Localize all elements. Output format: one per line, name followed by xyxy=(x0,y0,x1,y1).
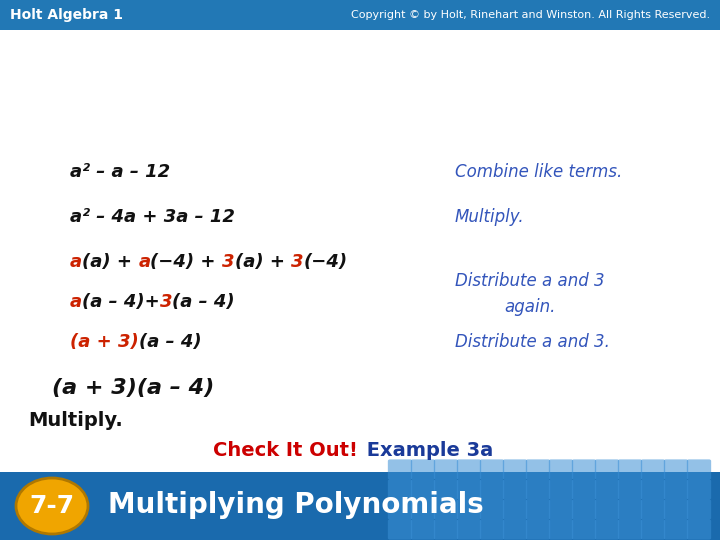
FancyBboxPatch shape xyxy=(434,519,458,539)
FancyBboxPatch shape xyxy=(595,500,619,519)
FancyBboxPatch shape xyxy=(641,480,665,500)
Text: Check It Out!: Check It Out! xyxy=(213,441,358,460)
FancyBboxPatch shape xyxy=(388,519,412,539)
FancyBboxPatch shape xyxy=(687,500,711,519)
FancyBboxPatch shape xyxy=(595,480,619,500)
FancyBboxPatch shape xyxy=(618,480,642,500)
Bar xyxy=(0,0,720,30)
Text: Multiplying Polynomials: Multiplying Polynomials xyxy=(108,491,484,519)
FancyBboxPatch shape xyxy=(572,500,596,519)
FancyBboxPatch shape xyxy=(456,519,481,539)
FancyBboxPatch shape xyxy=(526,480,550,500)
FancyBboxPatch shape xyxy=(480,519,504,539)
FancyBboxPatch shape xyxy=(456,500,481,519)
Text: (a) +: (a) + xyxy=(82,253,138,271)
Text: a: a xyxy=(70,253,82,271)
Text: Multiply.: Multiply. xyxy=(455,208,525,226)
FancyBboxPatch shape xyxy=(641,519,665,539)
FancyBboxPatch shape xyxy=(480,460,504,480)
Text: Example 3a: Example 3a xyxy=(360,441,493,460)
Text: Distribute a and 3.: Distribute a and 3. xyxy=(455,333,610,351)
FancyBboxPatch shape xyxy=(434,480,458,500)
Text: 3: 3 xyxy=(160,293,172,311)
Text: (a + 3): (a + 3) xyxy=(70,333,139,351)
Text: Copyright © by Holt, Rinehart and Winston. All Rights Reserved.: Copyright © by Holt, Rinehart and Winsto… xyxy=(351,10,710,20)
FancyBboxPatch shape xyxy=(641,460,665,480)
FancyBboxPatch shape xyxy=(549,480,573,500)
Text: (−4) +: (−4) + xyxy=(150,253,222,271)
Text: (a – 4): (a – 4) xyxy=(172,293,235,311)
Text: 3: 3 xyxy=(291,253,304,271)
FancyBboxPatch shape xyxy=(411,519,435,539)
FancyBboxPatch shape xyxy=(572,460,596,480)
Text: (−4): (−4) xyxy=(304,253,348,271)
FancyBboxPatch shape xyxy=(549,519,573,539)
FancyBboxPatch shape xyxy=(411,500,435,519)
FancyBboxPatch shape xyxy=(572,519,596,539)
FancyBboxPatch shape xyxy=(388,500,412,519)
FancyBboxPatch shape xyxy=(503,460,527,480)
Text: a² – 4a + 3a – 12: a² – 4a + 3a – 12 xyxy=(70,208,235,226)
FancyBboxPatch shape xyxy=(411,480,435,500)
Ellipse shape xyxy=(16,478,88,534)
Text: 7-7: 7-7 xyxy=(30,494,75,518)
FancyBboxPatch shape xyxy=(434,500,458,519)
FancyBboxPatch shape xyxy=(411,460,435,480)
Text: (a + 3)(a – 4): (a + 3)(a – 4) xyxy=(52,378,215,398)
Text: Holt Algebra 1: Holt Algebra 1 xyxy=(10,8,123,22)
FancyBboxPatch shape xyxy=(480,480,504,500)
FancyBboxPatch shape xyxy=(664,500,688,519)
FancyBboxPatch shape xyxy=(618,519,642,539)
FancyBboxPatch shape xyxy=(595,460,619,480)
FancyBboxPatch shape xyxy=(595,519,619,539)
FancyBboxPatch shape xyxy=(388,480,412,500)
Text: (a – 4)+: (a – 4)+ xyxy=(82,293,160,311)
FancyBboxPatch shape xyxy=(664,460,688,480)
Text: (a – 4): (a – 4) xyxy=(139,333,202,351)
FancyBboxPatch shape xyxy=(549,460,573,480)
FancyBboxPatch shape xyxy=(503,480,527,500)
FancyBboxPatch shape xyxy=(664,519,688,539)
FancyBboxPatch shape xyxy=(434,460,458,480)
FancyBboxPatch shape xyxy=(456,480,481,500)
FancyBboxPatch shape xyxy=(526,500,550,519)
FancyBboxPatch shape xyxy=(480,500,504,519)
FancyBboxPatch shape xyxy=(388,460,412,480)
Text: a: a xyxy=(138,253,150,271)
Text: Combine like terms.: Combine like terms. xyxy=(455,163,622,181)
Text: a: a xyxy=(70,293,82,311)
FancyBboxPatch shape xyxy=(641,500,665,519)
FancyBboxPatch shape xyxy=(572,480,596,500)
FancyBboxPatch shape xyxy=(687,480,711,500)
FancyBboxPatch shape xyxy=(618,500,642,519)
FancyBboxPatch shape xyxy=(503,519,527,539)
Text: a² – a – 12: a² – a – 12 xyxy=(70,163,170,181)
FancyBboxPatch shape xyxy=(526,460,550,480)
FancyBboxPatch shape xyxy=(456,460,481,480)
Text: (a) +: (a) + xyxy=(235,253,291,271)
Text: Multiply.: Multiply. xyxy=(28,410,122,429)
FancyBboxPatch shape xyxy=(618,460,642,480)
Text: 3: 3 xyxy=(222,253,235,271)
FancyBboxPatch shape xyxy=(503,500,527,519)
FancyBboxPatch shape xyxy=(526,519,550,539)
FancyBboxPatch shape xyxy=(549,500,573,519)
Text: Distribute a and 3
again.: Distribute a and 3 again. xyxy=(455,273,605,315)
FancyBboxPatch shape xyxy=(687,519,711,539)
Bar xyxy=(0,472,720,540)
FancyBboxPatch shape xyxy=(687,460,711,480)
FancyBboxPatch shape xyxy=(664,480,688,500)
